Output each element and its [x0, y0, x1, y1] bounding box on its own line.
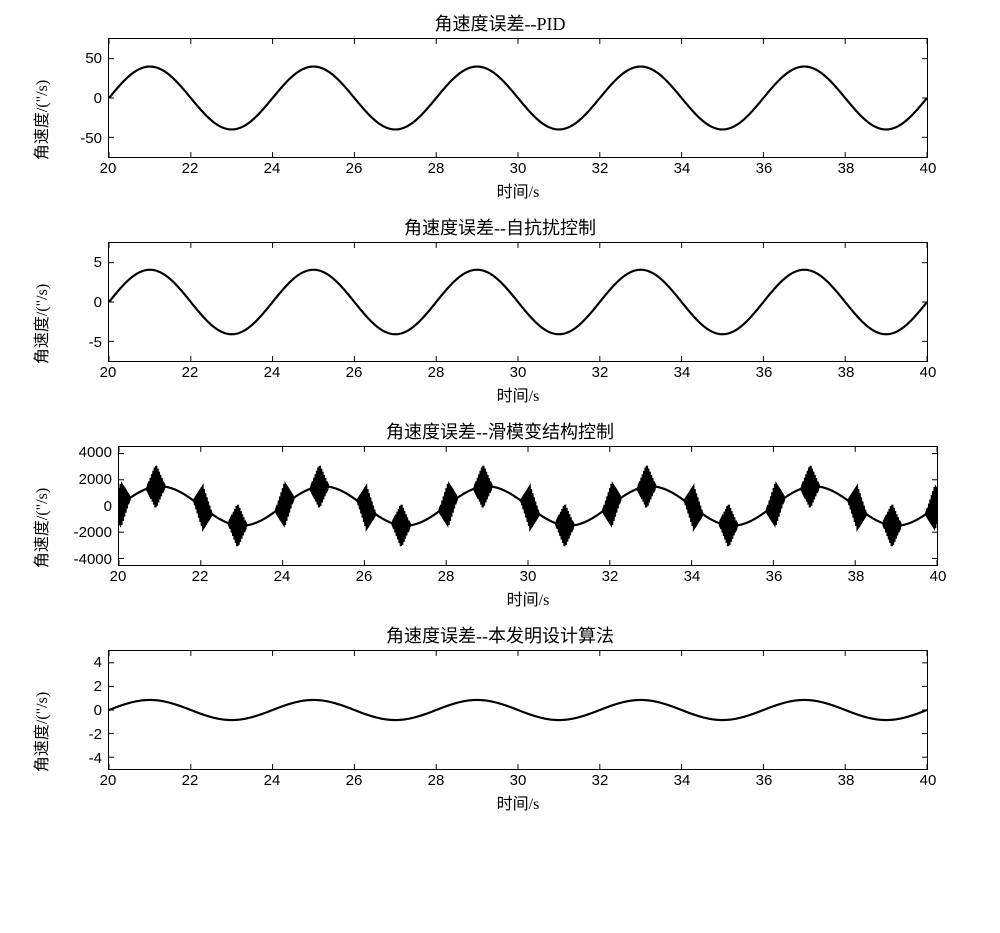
x-tick-labels: 2022242628303234363840	[108, 364, 928, 382]
series-line	[109, 67, 927, 130]
series-line	[109, 270, 927, 335]
y-tick-labels: -50050	[60, 38, 108, 158]
chart-title: 角速度误差--PID	[435, 10, 566, 36]
x-tick-labels: 2022242628303234363840	[108, 160, 928, 178]
x-axis-label: 时间/s	[108, 790, 928, 814]
plot-row: 角速度/("/s) -50050 2022242628303234363840时间…	[20, 38, 980, 202]
subplot-smc: 角速度误差--滑模变结构控制角速度/("/s) -4000-20000200040…	[20, 418, 980, 610]
plot-row: 角速度/("/s) -505 2022242628303234363840时间/s	[20, 242, 980, 406]
chart-title: 角速度误差--自抗扰控制	[404, 214, 596, 240]
subplot-pid: 角速度误差--PID 角速度/("/s) -50050 20222426283032…	[20, 10, 980, 202]
subplot-adrc: 角速度误差--自抗扰控制角速度/("/s) -505 20222426283032…	[20, 214, 980, 406]
figure: 角速度误差--PID 角速度/("/s) -50050 20222426283032…	[20, 10, 980, 826]
y-tick-labels: -505	[60, 242, 108, 362]
x-tick-labels: 2022242628303234363840	[108, 772, 928, 790]
plot-area	[118, 446, 938, 566]
y-axis-label: 角速度/("/s)	[28, 488, 52, 568]
plot-area	[108, 650, 928, 770]
x-axis-label: 时间/s	[108, 382, 928, 406]
plot-row: 角速度/("/s) -4000-2000020004000 20222426283…	[20, 446, 980, 610]
chart-title: 角速度误差--本发明设计算法	[386, 622, 614, 648]
x-axis-label: 时间/s	[108, 178, 928, 202]
plot-area	[108, 38, 928, 158]
series-line	[119, 466, 937, 546]
x-tick-labels: 2022242628303234363840	[118, 568, 938, 586]
series-line	[109, 700, 927, 720]
x-axis-label: 时间/s	[118, 586, 938, 610]
subplot-proposed: 角速度误差--本发明设计算法角速度/("/s) -4-2024 202224262…	[20, 622, 980, 814]
y-tick-labels: -4000-2000020004000	[60, 446, 118, 566]
y-axis-label: 角速度/("/s)	[28, 692, 52, 772]
plot-row: 角速度/("/s) -4-2024 2022242628303234363840时…	[20, 650, 980, 814]
y-tick-labels: -4-2024	[60, 650, 108, 770]
y-axis-label: 角速度/("/s)	[28, 80, 52, 160]
plot-area	[108, 242, 928, 362]
y-axis-label: 角速度/("/s)	[28, 284, 52, 364]
chart-title: 角速度误差--滑模变结构控制	[386, 418, 614, 444]
